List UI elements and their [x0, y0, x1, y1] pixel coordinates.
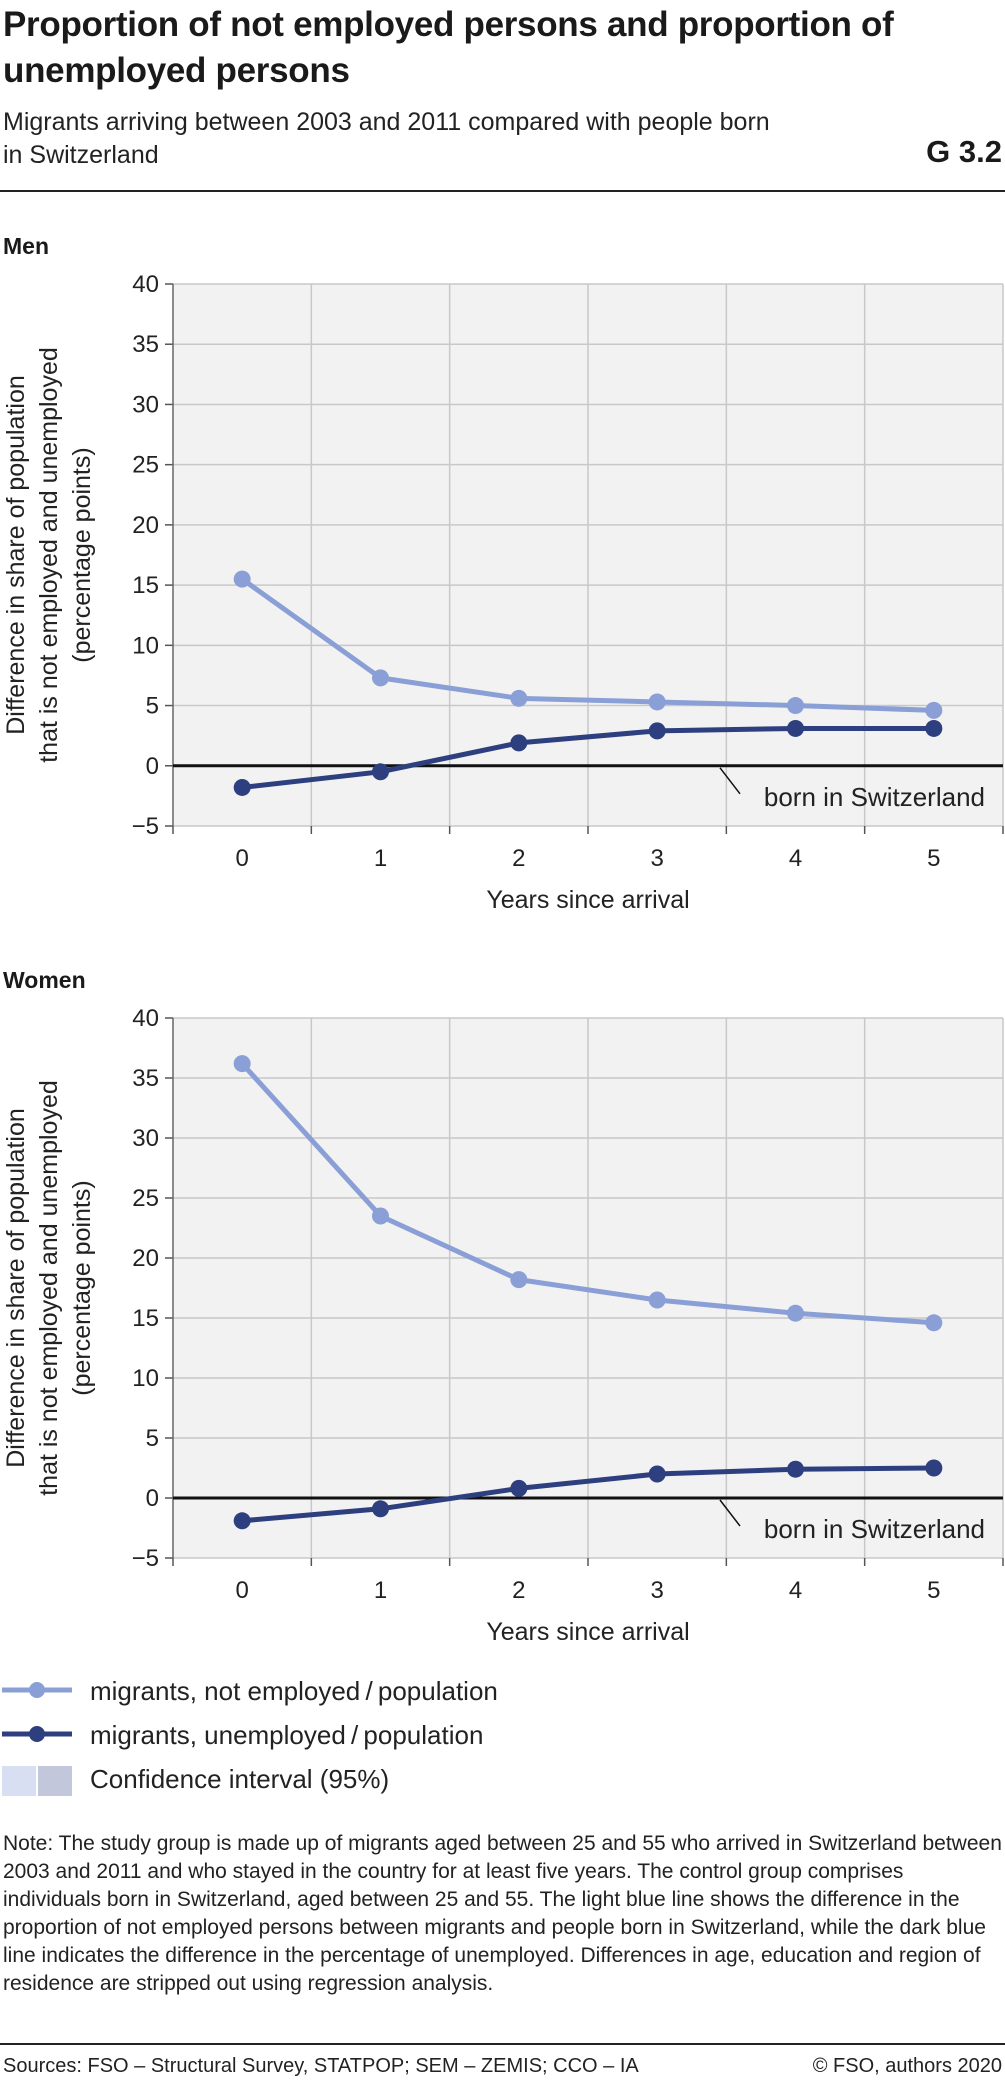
copyright-text: © FSO, authors 2020	[812, 2055, 1002, 2077]
data-point-not-employed	[372, 669, 389, 687]
data-point-unemployed	[787, 1460, 804, 1478]
y-axis-title-line: (percentage points)	[68, 1180, 96, 1395]
x-tick-label: 5	[927, 1577, 940, 1604]
reference-label-leader	[719, 1499, 741, 1527]
data-point-unemployed	[648, 1465, 666, 1483]
x-tick-label: 3	[650, 845, 663, 872]
data-point-not-employed	[510, 1271, 528, 1289]
y-tick-label: 15	[132, 572, 159, 599]
header-rule	[0, 190, 1005, 192]
x-tick-label: 1	[374, 845, 387, 872]
data-point-unemployed	[510, 734, 528, 752]
y-tick-label: 35	[132, 331, 159, 358]
legend-dark-line-icon	[2, 1726, 72, 1742]
chart-women: 40 35 30 25 20 15 10 5 0 −5 0 1 2 3 4 5 Years since arri…	[2, 1005, 1004, 1646]
legend-label-not-employed: migrants, not employed / population	[90, 1676, 498, 1706]
y-tick-label: 0	[146, 1485, 159, 1512]
y-tick-label: 40	[132, 1005, 159, 1032]
series-line-unemployed	[241, 725, 934, 790]
x-tick-label: 0	[235, 1577, 248, 1604]
x-axis-title: Years since arrival	[486, 1618, 689, 1646]
y-tick-label: 5	[146, 1425, 159, 1452]
legend-item-unemployed: migrants, unemployed / population	[0, 1714, 1005, 1758]
y-axis-title-line: (percentage points)	[68, 447, 96, 662]
ci-light-swatch-icon	[2, 1766, 36, 1796]
y-axis-title-line: that is not employed and unemployed	[35, 347, 63, 763]
data-point-unemployed	[925, 1459, 943, 1477]
y-tick-label: 25	[132, 452, 159, 479]
y-axis-title-line: that is not employed and unemployed	[35, 1080, 63, 1496]
data-point-not-employed	[372, 1207, 389, 1225]
data-point-unemployed	[787, 719, 804, 737]
legend-light-line-icon	[2, 1682, 72, 1698]
x-tick-label: 0	[235, 845, 248, 872]
y-axis-title-line: Difference in share of population	[2, 375, 30, 735]
x-tick-label: 4	[789, 845, 802, 872]
legend: migrants, not employed / population migr…	[0, 1670, 1005, 1802]
data-point-unemployed	[510, 1479, 528, 1497]
y-tick-label: 10	[132, 1365, 159, 1392]
data-point-unemployed	[233, 1512, 251, 1530]
data-point-not-employed	[925, 701, 943, 719]
data-point-not-employed	[233, 1055, 251, 1073]
data-point-not-employed	[787, 1304, 804, 1322]
data-point-not-employed	[233, 570, 251, 588]
x-tick-label: 1	[374, 1577, 387, 1604]
y-tick-label: −5	[132, 1545, 159, 1572]
data-point-unemployed	[233, 778, 251, 796]
x-tick-label: 5	[927, 845, 940, 872]
data-point-not-employed	[925, 1314, 943, 1332]
data-point-not-employed	[787, 697, 804, 715]
reference-label-leader	[719, 767, 741, 795]
y-tick-label: 0	[146, 753, 159, 780]
y-axis-title-line: Difference in share of population	[2, 1108, 30, 1468]
data-point-not-employed	[510, 689, 528, 707]
legend-label-unemployed: migrants, unemployed / population	[90, 1720, 484, 1750]
note-text: Note: The study group is made up of migr…	[3, 1832, 1002, 1995]
legend-label-ci: Confidence interval (95%)	[90, 1764, 390, 1794]
panel-title-men: Men	[3, 233, 49, 259]
y-tick-label: 5	[146, 693, 159, 720]
legend-item-ci: Confidence interval (95%)	[0, 1758, 1005, 1802]
data-point-unemployed	[372, 1500, 389, 1518]
x-tick-label: 2	[512, 845, 525, 872]
y-tick-label: 10	[132, 632, 159, 659]
data-point-unemployed	[372, 763, 389, 781]
series-line-not-employed	[240, 577, 934, 713]
y-tick-label: 20	[132, 512, 159, 539]
data-point-unemployed	[648, 722, 666, 740]
y-tick-label: 30	[132, 1125, 159, 1152]
panel-title-women: Women	[3, 967, 86, 993]
footer-rule	[0, 2043, 1005, 2045]
x-tick-label: 3	[650, 1577, 663, 1604]
x-tick-label: 2	[512, 1577, 525, 1604]
chart-men: 40 35 30 25 20 15 10 5 0 −5 0 1 2 3 4 5 Years since arri…	[2, 271, 1004, 914]
y-tick-label: 30	[132, 391, 159, 418]
sources-text: Sources: FSO – Structural Survey, STATPO…	[3, 2055, 639, 2077]
reference-line-label: born in Switzerland	[764, 782, 985, 812]
data-point-unemployed	[925, 719, 943, 737]
y-tick-label: 15	[132, 1305, 159, 1332]
y-tick-label: −5	[132, 813, 159, 840]
page-title: Proportion of not employed persons and p…	[3, 5, 894, 90]
y-tick-label: 35	[132, 1065, 159, 1092]
legend-item-not-employed: migrants, not employed / population	[0, 1670, 1005, 1714]
data-point-not-employed	[648, 693, 666, 711]
y-tick-label: 40	[132, 271, 159, 298]
y-tick-label: 20	[132, 1245, 159, 1272]
y-tick-label: 25	[132, 1185, 159, 1212]
x-axis-title: Years since arrival	[486, 886, 689, 914]
series-line-not-employed	[240, 1061, 935, 1326]
reference-line-label: born in Switzerland	[764, 1514, 985, 1544]
page-subtitle: Migrants arriving between 2003 and 2011 …	[3, 108, 770, 169]
x-tick-label: 4	[789, 1577, 802, 1604]
graphic-id: G 3.2	[926, 134, 1002, 169]
series-line-unemployed	[241, 1465, 934, 1524]
ci-dark-swatch-icon	[38, 1766, 72, 1796]
data-point-not-employed	[648, 1291, 666, 1309]
